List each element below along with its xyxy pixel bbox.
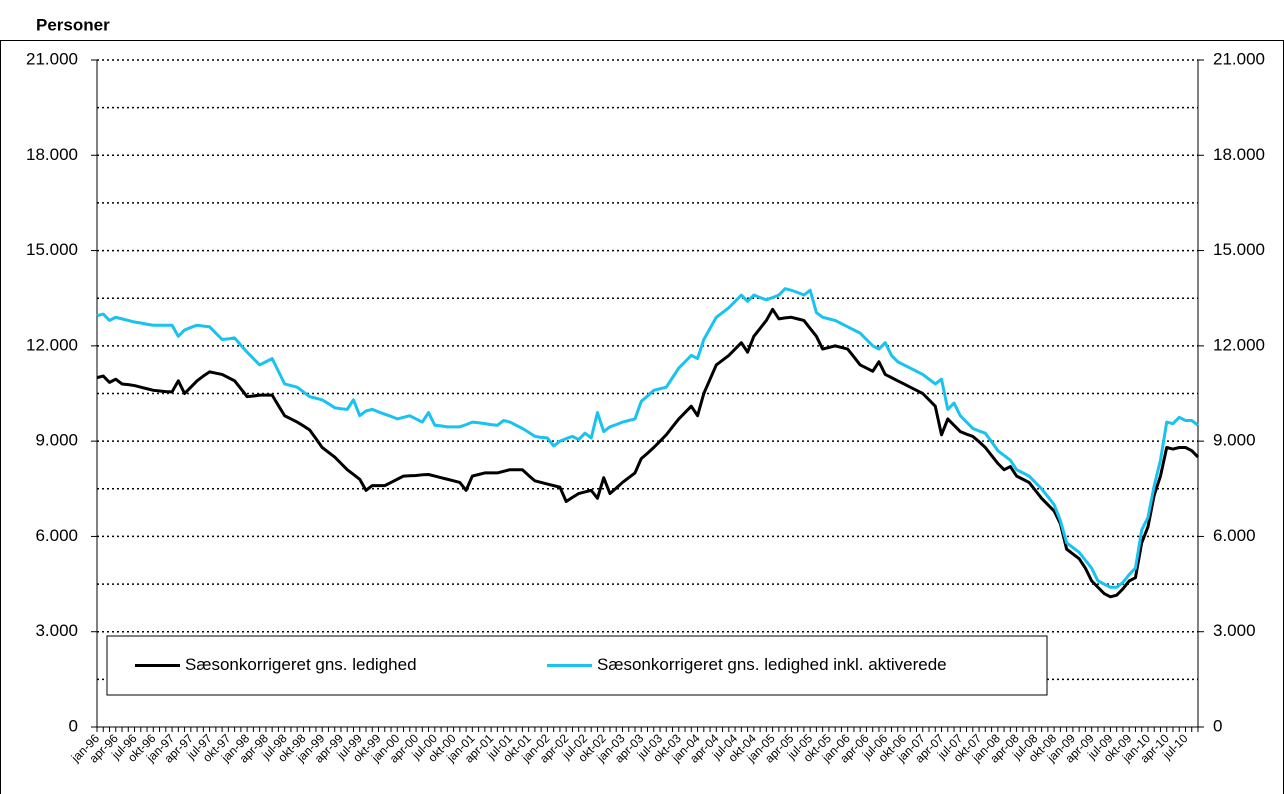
y-axis-label: Personer [36,15,110,34]
legend-label: Sæsonkorrigeret gns. ledighed inkl. akti… [597,655,947,674]
legend-label: Sæsonkorrigeret gns. ledighed [185,655,417,674]
y2-tick-label: 3.000 [1213,621,1256,640]
y2-tick-label: 15.000 [1213,240,1265,259]
y-tick-label: 18.000 [26,145,78,164]
y-tick-label: 0 [69,716,78,735]
y-tick-label: 9.000 [35,431,78,450]
y-tick-label: 12.000 [26,335,78,354]
y-tick-label: 15.000 [26,240,78,259]
y2-tick-label: 12.000 [1213,335,1265,354]
y2-tick-label: 0 [1213,716,1222,735]
y-tick-label: 6.000 [35,526,78,545]
y2-tick-label: 18.000 [1213,145,1265,164]
series-line [96,287,1199,589]
series-line [96,307,1200,599]
y-tick-label: 3.000 [35,621,78,640]
y2-tick-label: 9.000 [1213,431,1256,450]
y-tick-label: 21.000 [26,49,78,68]
y2-tick-label: 21.000 [1213,49,1265,68]
y2-tick-label: 6.000 [1213,526,1256,545]
